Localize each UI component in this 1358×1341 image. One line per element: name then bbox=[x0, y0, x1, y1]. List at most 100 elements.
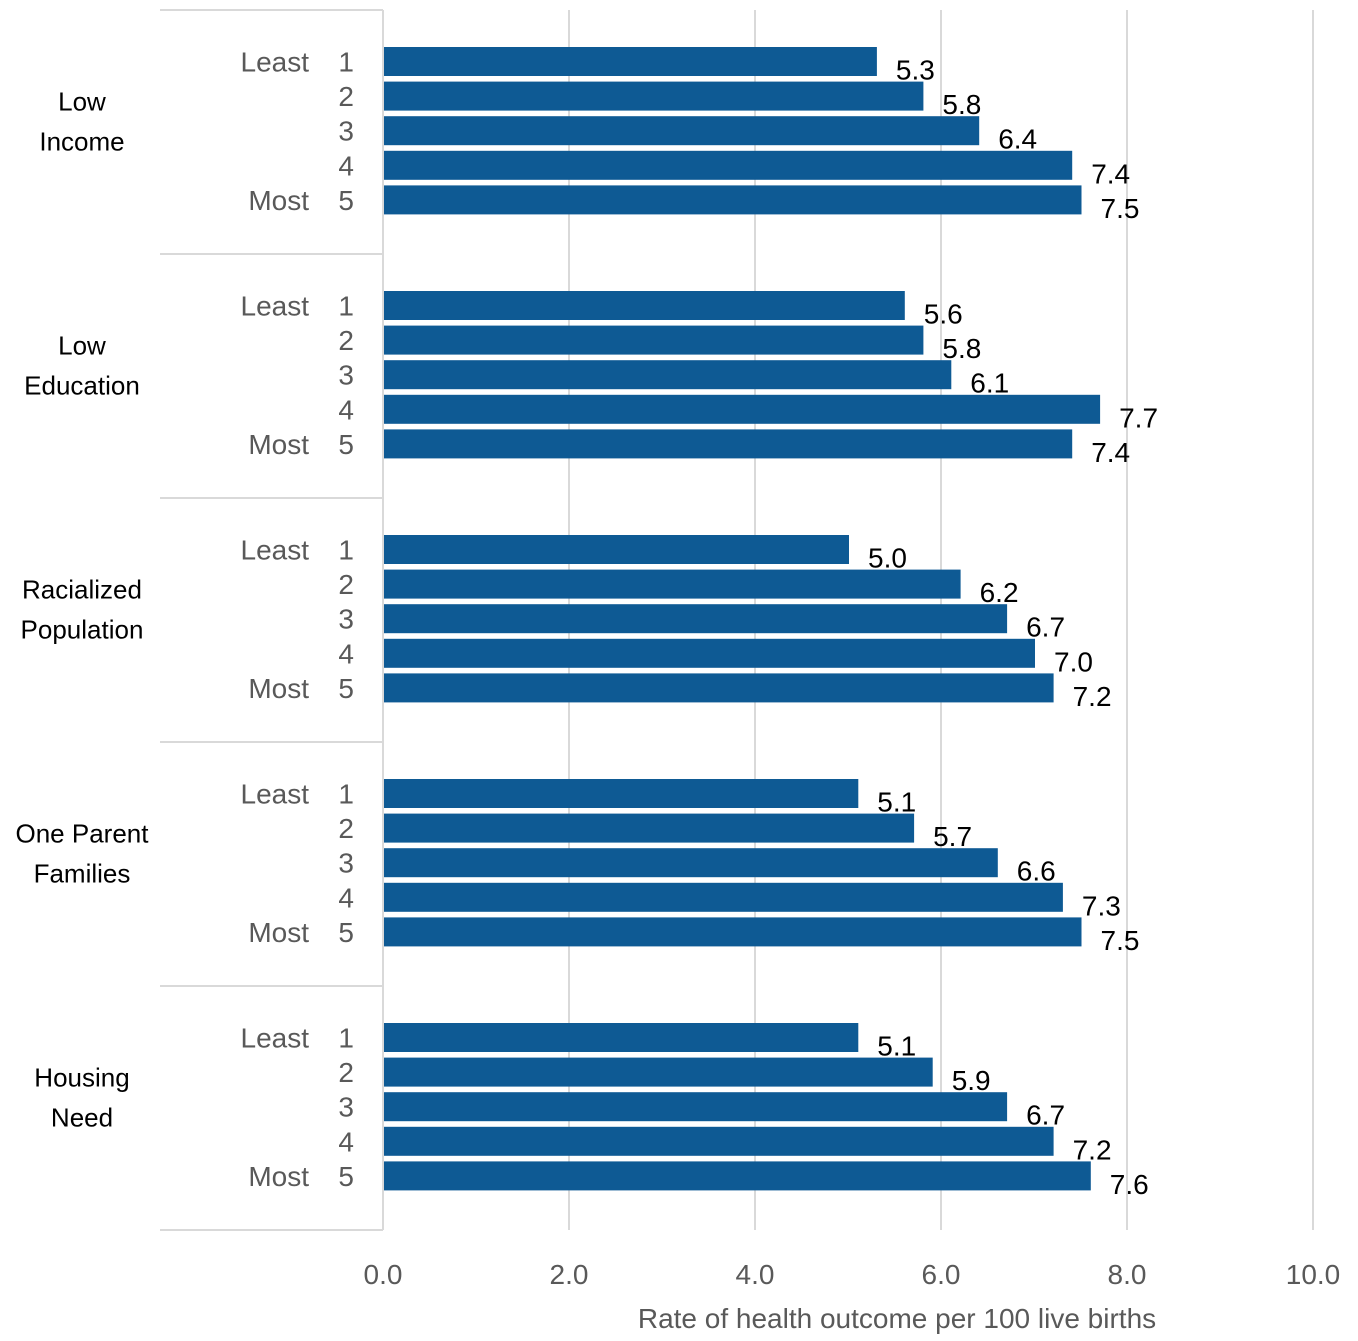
group-label: Income bbox=[39, 127, 124, 157]
value-label: 5.7 bbox=[933, 821, 972, 852]
quintile-label: 5 bbox=[338, 917, 354, 948]
value-label: 7.7 bbox=[1119, 402, 1158, 433]
quintile-label: 5 bbox=[338, 673, 354, 704]
x-tick-label: 0.0 bbox=[364, 1259, 403, 1290]
value-label: 5.1 bbox=[877, 1031, 916, 1062]
value-label: 7.5 bbox=[1101, 193, 1140, 224]
value-label: 6.7 bbox=[1026, 1100, 1065, 1131]
quintile-label: 3 bbox=[338, 848, 354, 879]
quintile-label: 3 bbox=[338, 604, 354, 635]
bar bbox=[384, 604, 1008, 634]
group-label: Racialized bbox=[22, 575, 142, 605]
quintile-label: 2 bbox=[338, 569, 354, 600]
quintile-label: 4 bbox=[338, 638, 354, 669]
bar bbox=[384, 1092, 1008, 1122]
bar bbox=[384, 325, 924, 355]
x-tick-label: 8.0 bbox=[1108, 1259, 1147, 1290]
rank-label: Most bbox=[248, 1161, 309, 1192]
quintile-label: 4 bbox=[338, 882, 354, 913]
bar bbox=[384, 47, 877, 76]
value-label: 5.8 bbox=[942, 333, 981, 364]
group-separators bbox=[160, 9, 383, 1231]
value-label: 7.4 bbox=[1091, 437, 1130, 468]
value-label: 7.5 bbox=[1101, 925, 1140, 956]
value-label: 6.6 bbox=[1017, 856, 1056, 887]
quintile-label: 4 bbox=[338, 1126, 354, 1157]
bar bbox=[384, 673, 1054, 703]
bar bbox=[384, 360, 952, 390]
bar bbox=[384, 1126, 1054, 1156]
value-label: 7.6 bbox=[1110, 1169, 1149, 1200]
group-label: Population bbox=[21, 615, 144, 645]
quintile-label: 4 bbox=[338, 150, 354, 181]
x-axis-title: Rate of health outcome per 100 live birt… bbox=[638, 1303, 1156, 1334]
rank-label: Least bbox=[241, 535, 310, 566]
value-label: 6.2 bbox=[980, 577, 1019, 608]
value-label: 5.9 bbox=[952, 1065, 991, 1096]
group-label: Housing bbox=[34, 1063, 129, 1093]
rank-label: Most bbox=[248, 917, 309, 948]
quintile-label: 5 bbox=[338, 1161, 354, 1192]
bar bbox=[384, 1161, 1091, 1191]
labels: 0.0 2.0 4.0 6.0 8.0 10.0 Low Income 1 Least 5.3 2 5.… bbox=[16, 47, 1341, 1291]
value-label: 7.3 bbox=[1082, 890, 1121, 921]
rank-label: Least bbox=[241, 47, 310, 78]
bar bbox=[384, 394, 1101, 424]
value-label: 6.7 bbox=[1026, 612, 1065, 643]
value-label: 7.0 bbox=[1054, 646, 1093, 677]
value-label: 7.4 bbox=[1091, 158, 1130, 189]
bar bbox=[384, 185, 1082, 215]
rank-label: Most bbox=[248, 185, 309, 216]
bar bbox=[384, 848, 998, 878]
quintile-label: 1 bbox=[338, 535, 354, 566]
bar bbox=[384, 1023, 859, 1052]
group-label: Need bbox=[51, 1103, 113, 1133]
bar bbox=[384, 779, 859, 808]
bar bbox=[384, 116, 980, 146]
value-label: 5.8 bbox=[942, 89, 981, 120]
group-label: Low bbox=[58, 331, 106, 361]
bar bbox=[384, 638, 1035, 668]
rank-label: Least bbox=[241, 291, 310, 322]
quintile-label: 3 bbox=[338, 116, 354, 147]
group-label: Low bbox=[58, 87, 106, 117]
group-label: One Parent bbox=[16, 819, 150, 849]
quintile-label: 1 bbox=[338, 291, 354, 322]
bar bbox=[384, 813, 915, 843]
quintile-label: 2 bbox=[338, 325, 354, 356]
quintile-label: 1 bbox=[338, 779, 354, 810]
x-tick-label: 2.0 bbox=[550, 1259, 589, 1290]
x-tick-label: 10.0 bbox=[1286, 1259, 1341, 1290]
quintile-label: 2 bbox=[338, 1057, 354, 1088]
rank-label: Least bbox=[241, 1023, 310, 1054]
bar bbox=[384, 882, 1063, 912]
bar bbox=[384, 150, 1073, 180]
value-label: 6.1 bbox=[970, 368, 1009, 399]
bars bbox=[384, 47, 1101, 1191]
rank-label: Most bbox=[248, 673, 309, 704]
group-label: Education bbox=[24, 371, 140, 401]
value-label: 5.3 bbox=[896, 55, 935, 86]
quintile-label: 5 bbox=[338, 429, 354, 460]
bar bbox=[384, 429, 1073, 459]
quintile-label: 4 bbox=[338, 394, 354, 425]
x-tick-label: 4.0 bbox=[736, 1259, 775, 1290]
quintile-label: 2 bbox=[338, 813, 354, 844]
value-label: 5.1 bbox=[877, 787, 916, 818]
bar bbox=[384, 917, 1082, 947]
bar bbox=[384, 291, 905, 320]
quintile-label: 3 bbox=[338, 1092, 354, 1123]
quintile-label: 5 bbox=[338, 185, 354, 216]
quintile-label: 2 bbox=[338, 81, 354, 112]
bar bbox=[384, 535, 849, 564]
value-label: 6.4 bbox=[998, 124, 1037, 155]
bar bbox=[384, 1057, 933, 1087]
rank-label: Most bbox=[248, 429, 309, 460]
bar bbox=[384, 81, 924, 111]
quintile-label: 3 bbox=[338, 360, 354, 391]
value-label: 5.0 bbox=[868, 543, 907, 574]
bar bbox=[384, 569, 961, 599]
value-label: 7.2 bbox=[1073, 681, 1112, 712]
quintile-label: 1 bbox=[338, 47, 354, 78]
